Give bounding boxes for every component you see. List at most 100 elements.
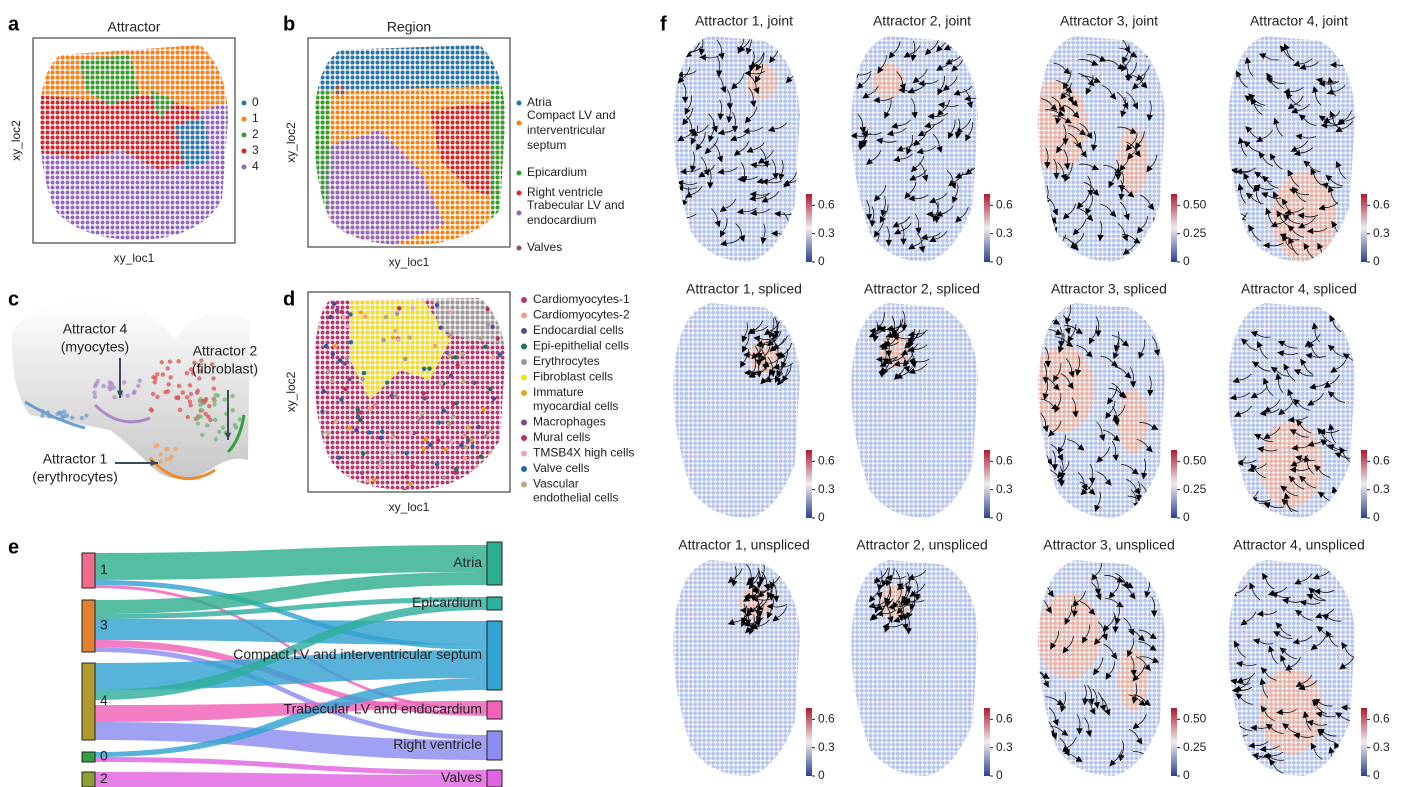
- legend-marker: [242, 165, 247, 170]
- velocity-arrow: [958, 241, 979, 250]
- cell-dot: [486, 322, 490, 326]
- cell-dot: [390, 451, 394, 455]
- annotation: Attractor 1: [43, 451, 108, 467]
- panel-letter: a: [8, 13, 20, 35]
- legend-label: endocardium: [527, 213, 596, 227]
- arrow-head: [1230, 200, 1239, 209]
- streamline: [1154, 307, 1165, 319]
- colorbar-tick-label: 0: [1373, 510, 1380, 524]
- streamline: [1148, 39, 1158, 52]
- cell-dot: [40, 413, 44, 417]
- sankey-node: [487, 597, 502, 610]
- velocity-arrow: [1038, 720, 1048, 741]
- legend-label: Cardiomyocytes-2: [533, 308, 630, 322]
- velocity-arrow: [779, 48, 800, 55]
- cell-dot: [380, 430, 384, 434]
- cell-dot: [403, 357, 407, 361]
- colorbar-tick-label: 0.6: [996, 712, 1013, 726]
- cell-dot: [173, 447, 177, 451]
- node-label: Atria: [453, 554, 482, 570]
- cell-dot: [427, 366, 431, 370]
- arrow-head: [1242, 757, 1250, 765]
- cell-dot: [195, 416, 199, 420]
- arrow-head: [1244, 243, 1253, 252]
- cell-dot: [422, 396, 426, 400]
- cell-dot: [348, 312, 352, 316]
- cell-dot: [214, 393, 218, 397]
- velocity-arrow: [1335, 751, 1355, 768]
- plot-title: Attractor 4, joint: [1250, 13, 1348, 29]
- arrow-head: [1041, 733, 1048, 741]
- cell-dot: [447, 354, 451, 358]
- cell-dot: [491, 355, 495, 359]
- high-region: [1037, 592, 1101, 678]
- node-label: 3: [100, 617, 108, 633]
- legend-label: Trabecular LV and: [527, 198, 624, 212]
- cell-dot: [112, 395, 116, 399]
- cell-dot: [409, 430, 413, 434]
- cell-dot: [439, 382, 443, 386]
- colorbar-tick-label: 0.6: [996, 198, 1013, 212]
- tissue: [1227, 303, 1362, 518]
- tissue: [1031, 560, 1165, 776]
- panel-letter: b: [283, 13, 295, 35]
- arrow-head: [1333, 500, 1342, 509]
- arrow-head: [1335, 751, 1344, 760]
- tissue-base: [673, 303, 800, 518]
- colorbar-tick-label: 0.25: [1183, 226, 1207, 240]
- cell-dot: [361, 452, 365, 456]
- cell-dot: [93, 384, 97, 388]
- arrow-head: [1144, 496, 1152, 504]
- velocity-plot: Attractor 1, spliced00.30.6: [673, 281, 835, 524]
- annotation: Attractor 2: [193, 343, 258, 359]
- colorbar-tick-label: 0.50: [1183, 712, 1207, 726]
- plot-title: Attractor 3, unspliced: [1043, 537, 1175, 553]
- cell-dot: [470, 345, 474, 349]
- velocity-arrow: [1148, 229, 1164, 250]
- cell-dot: [153, 380, 157, 384]
- cell-dot: [343, 387, 347, 391]
- colorbar-tick-label: 0.3: [996, 482, 1013, 496]
- cell-dot: [498, 352, 502, 356]
- cell-dot: [424, 437, 428, 441]
- cell-dot: [335, 308, 339, 312]
- legend-marker: [521, 297, 527, 303]
- cell-dot: [200, 433, 204, 437]
- node-label: 1: [100, 561, 108, 577]
- cell-dot: [411, 464, 415, 468]
- arrow-head: [1246, 499, 1253, 506]
- colorbar-tick-label: 0: [996, 768, 1003, 782]
- colorbar-tick-label: 0: [818, 768, 825, 782]
- cell-dot: [151, 375, 155, 379]
- legend-marker: [517, 211, 522, 216]
- cell-dot: [476, 425, 480, 429]
- tissue: [851, 560, 978, 776]
- arrow-head: [1148, 241, 1157, 250]
- cell-dot: [469, 438, 473, 442]
- sankey-node: [487, 542, 502, 585]
- cell-dot: [200, 408, 204, 412]
- cell-dot: [460, 352, 464, 356]
- legend-label: endothelial cells: [533, 491, 618, 505]
- legend-label: Erythrocytes: [533, 354, 600, 368]
- cell-dot: [345, 356, 349, 360]
- arrow-head: [1145, 753, 1154, 762]
- colorbar-tick-label: 0.6: [818, 198, 835, 212]
- colorbar-tick-label: 0.3: [1373, 740, 1390, 754]
- plot-title: Attractor 2, joint: [873, 13, 971, 29]
- cell-dot: [217, 430, 221, 434]
- colorbar-tick-label: 0.6: [1373, 454, 1390, 468]
- colorbar-tick-label: 0.3: [818, 482, 835, 496]
- cell-dot: [464, 445, 468, 449]
- annotation: Attractor 4: [63, 321, 128, 337]
- tissue: [673, 560, 800, 776]
- cell-dot: [80, 416, 84, 420]
- panel-f: Attractor 1, joint00.30.6Attractor 2, jo…: [673, 13, 1390, 782]
- legend-label: Atria: [527, 95, 552, 109]
- high-region: [1118, 389, 1149, 454]
- colorbar-tick-label: 0: [1183, 254, 1190, 268]
- cell-dot: [463, 456, 467, 460]
- legend-label: Macrophages: [533, 415, 606, 429]
- cell-dot: [368, 406, 372, 410]
